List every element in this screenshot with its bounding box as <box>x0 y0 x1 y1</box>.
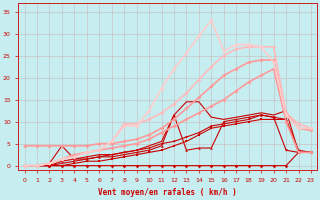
X-axis label: Vent moyen/en rafales ( km/h ): Vent moyen/en rafales ( km/h ) <box>98 188 237 197</box>
